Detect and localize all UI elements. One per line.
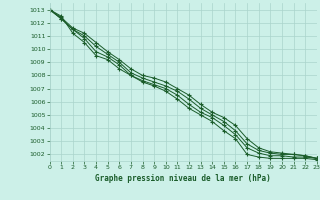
X-axis label: Graphe pression niveau de la mer (hPa): Graphe pression niveau de la mer (hPa) [95,174,271,183]
